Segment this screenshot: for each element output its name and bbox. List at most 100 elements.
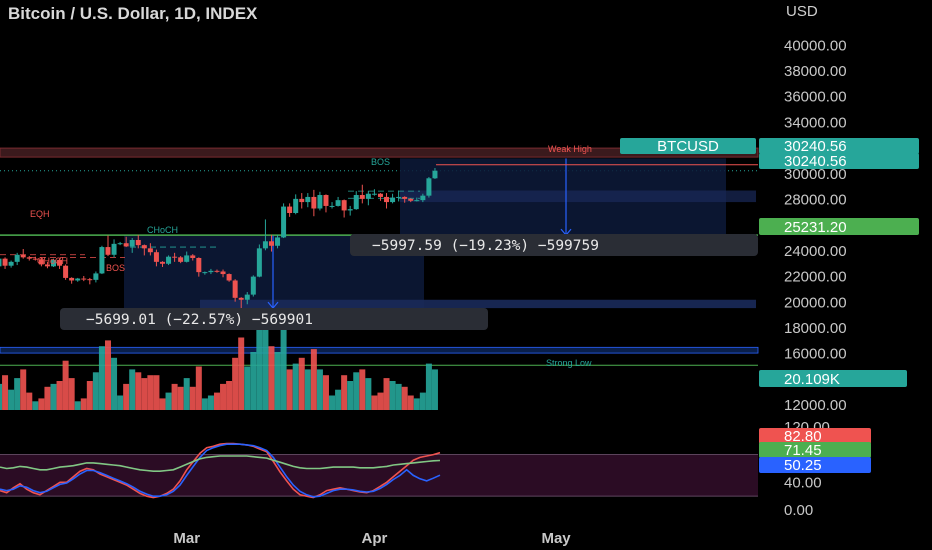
oscillator-line [0,455,441,473]
volume-bar [316,369,323,410]
volume-bar [425,363,432,410]
candle-up [396,196,402,198]
candle-down [87,279,93,281]
candle-up [305,196,311,203]
candle-down [287,206,293,214]
candle-up [293,198,299,214]
candle-down [172,256,178,258]
y-tick-label[interactable]: 18000.00 [784,320,847,337]
osc-tag-3[interactable]: 50.25 [759,457,871,474]
volume-bar [304,369,311,410]
osc-tag-2-text: 71.45 [784,442,822,459]
candle-down [153,252,159,262]
candle-down [81,278,87,280]
currency-label: USD [786,3,818,20]
candle-down [232,280,238,298]
volume-bar [44,386,51,410]
candle-down [159,261,165,264]
symbol-tag[interactable]: BTCUSD [620,138,756,155]
volume-bar [147,375,154,410]
volume-bar [207,395,214,410]
volume-bar [74,401,81,410]
candle-down [105,247,111,255]
y-tick-label[interactable]: 38000.00 [784,63,847,80]
volume-bar [329,395,336,410]
chart-title: Bitcoin / U.S. Dollar, 1D, INDEX [8,4,258,23]
volume-tag[interactable]: 20.109K [759,370,907,388]
x-tick-label[interactable]: Mar [173,530,200,547]
volume-bar [98,346,105,410]
time-axis[interactable]: Mar Apr May [173,530,571,547]
volume-bar [413,398,420,410]
volume-bar [8,389,15,410]
candle-up [426,178,432,196]
candle-down [323,195,329,206]
osc-tag-2[interactable]: 71.45 [759,442,871,459]
candle-down [299,198,305,203]
candle-up [75,278,81,281]
x-tick-label[interactable]: Apr [361,530,387,547]
candle-up [50,259,56,267]
volume-bar [371,395,378,410]
candle-up [390,197,396,203]
y-tick-label[interactable]: 16000.00 [784,346,847,363]
candle-up [353,195,359,210]
y-tick-label[interactable]: 22000.00 [784,269,847,286]
y-tick-label[interactable]: 12000.00 [784,397,847,414]
choch-left-label: CHoCH [37,256,68,266]
candle-down [377,193,383,197]
y-tick-label[interactable]: 36000.00 [784,89,847,106]
y-tick-label[interactable]: 34000.00 [784,114,847,131]
candle-down [69,277,75,281]
volume-bar [171,383,178,410]
candle-up [275,237,281,246]
volume-bar [141,378,148,410]
bos-left-label: BOS [106,263,125,273]
resistance-zone [0,147,759,158]
volume-bar [298,357,305,410]
candle-down [26,257,32,259]
candle-down [123,243,129,247]
price-tag-2[interactable]: 30240.56 [759,153,919,170]
x-tick-label[interactable]: May [541,530,571,547]
volume-bar [0,383,2,410]
volume-bar [135,372,142,410]
candle-down [20,254,26,258]
volume-bar [238,337,245,410]
measure-left-box [60,308,488,330]
candle-down [268,241,274,246]
price-tag-1[interactable]: 30240.56 [759,138,919,155]
measure-right: −5997.59 (−19.23%) −599759 [350,234,758,256]
candle-down [359,195,365,199]
candle-up [166,256,172,264]
candle-up [335,200,341,206]
volume-bar [26,392,33,410]
candle-down [238,297,244,300]
candle-up [329,205,335,207]
osc-tick-label[interactable]: 40.00 [784,474,822,491]
candle-down [32,258,38,260]
level-tag[interactable]: 25231.20 [759,218,919,236]
volume-bar [104,340,111,410]
volume-bar [292,363,299,410]
choch-mid-label: CHoCH [147,225,178,235]
y-tick-label[interactable]: 20000.00 [784,294,847,311]
volume-bar [280,320,287,410]
y-tick-label[interactable]: 28000.00 [784,192,847,209]
candle-up [420,195,426,201]
mid-zone-blue [400,190,756,203]
y-tick-label[interactable]: 30000.00 [784,166,847,183]
volume-bar [153,375,160,410]
volume-bar [32,401,39,410]
candle-down [57,259,63,266]
y-tick-label[interactable]: 40000.00 [784,37,847,54]
measure-left-text: −5699.01 (−22.57%) −569901 [86,312,313,328]
volume-pane [0,311,438,410]
osc-tick-label[interactable]: 0.00 [784,502,813,519]
volume-bar [213,392,220,410]
osc-tag-1[interactable]: 82.80 [759,428,871,445]
osc-tag-1-text: 82.80 [784,428,822,445]
candle-up [250,276,256,295]
y-tick-label[interactable]: 24000.00 [784,243,847,260]
